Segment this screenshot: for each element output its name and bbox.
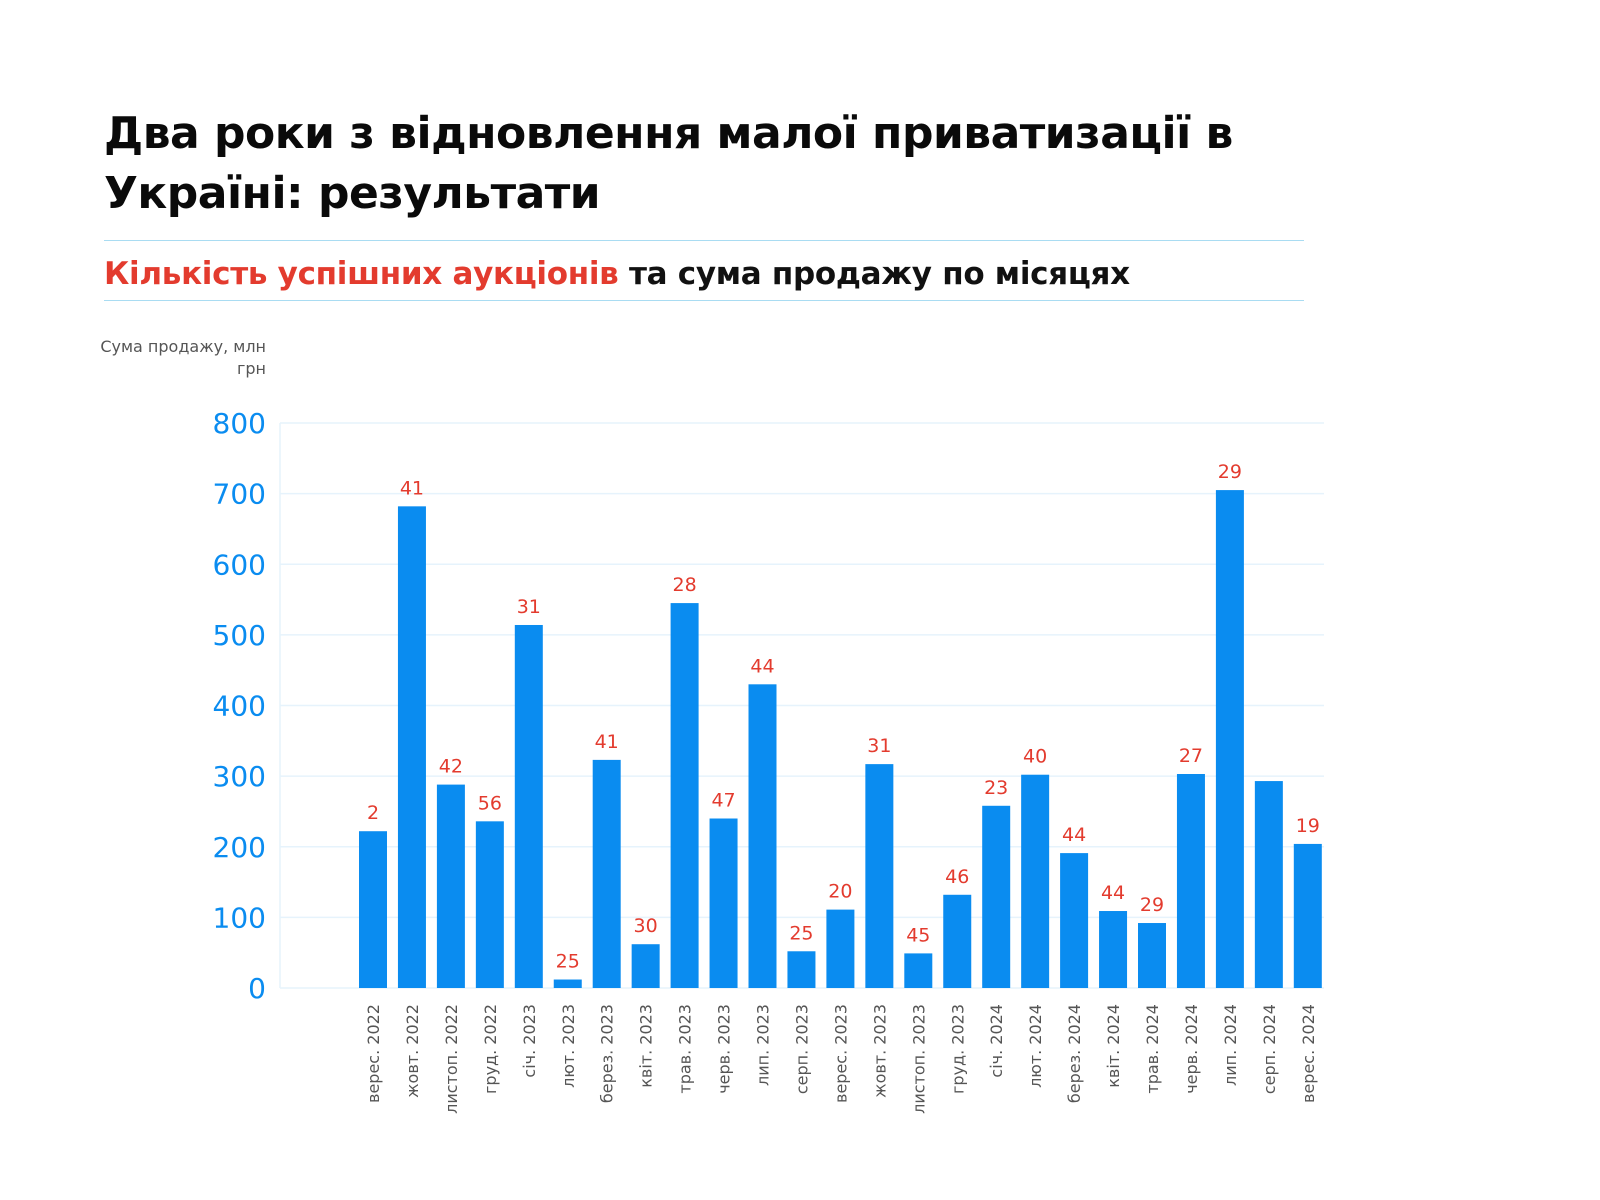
x-tick-label: серп. 2024 (1260, 1004, 1279, 1094)
auction-count-label: 46 (945, 866, 969, 888)
x-tick-label: серп. 2023 (792, 1004, 811, 1094)
x-tick-label: верес. 2023 (831, 1004, 850, 1103)
x-tick-label: верес. 2024 (1299, 1004, 1318, 1103)
x-tick-label: трав. 2023 (676, 1004, 695, 1094)
bar (436, 784, 465, 988)
bar (1021, 774, 1050, 988)
bottom-rule (104, 300, 1304, 301)
x-tick-label: лют. 2023 (559, 1004, 578, 1088)
auction-count-label: 30 (634, 915, 658, 937)
bar (943, 894, 972, 988)
bar (397, 506, 426, 988)
x-axis: верес. 2022 жовт. 2022 листоп. 2022 груд. 2… (364, 1004, 1318, 1114)
x-tick-label: лип. 2024 (1221, 1004, 1240, 1086)
chart-title: Два роки з відновлення малої приватизаці… (104, 108, 1233, 219)
bar (553, 979, 582, 988)
bar (1138, 923, 1166, 988)
auction-count-label: 40 (1023, 746, 1047, 768)
auction-count-label: 27 (1179, 745, 1203, 767)
x-tick-label: лют. 2024 (1026, 1004, 1045, 1088)
auction-count-label: 2 (367, 802, 379, 824)
bar (1254, 781, 1283, 988)
y-tick-label: 200 (213, 831, 266, 864)
bar (904, 953, 933, 988)
y-tick-label: 600 (213, 548, 266, 581)
chart-subtitle: Кількість успішних аукціонів та сума про… (104, 252, 1304, 296)
x-tick-label: жовт. 2023 (870, 1004, 889, 1098)
x-tick-label: січ. 2024 (987, 1004, 1006, 1078)
bar (865, 764, 894, 988)
auction-count-label: 44 (750, 655, 774, 677)
bar (514, 624, 543, 988)
bar (359, 831, 387, 988)
y-tick-label: 500 (213, 619, 266, 652)
auction-count-label: 29 (1218, 461, 1242, 483)
auction-count-label: 56 (478, 792, 502, 814)
x-tick-label: берез. 2023 (598, 1004, 617, 1103)
bar (1176, 774, 1205, 988)
bar (748, 684, 777, 988)
x-tick-label: квіт. 2024 (1104, 1004, 1123, 1088)
y-tick-label: 100 (213, 901, 266, 934)
bar (670, 603, 699, 988)
x-tick-label: верес. 2022 (364, 1004, 383, 1103)
auction-count-label: 41 (400, 477, 424, 499)
bar (826, 909, 855, 988)
x-tick-label: лип. 2023 (754, 1004, 773, 1086)
x-tick-label: груд. 2022 (481, 1004, 500, 1094)
y-axis-label: Сума продажу, млн грн (100, 337, 266, 378)
y-tick-label: 800 (213, 407, 266, 440)
auction-count-label: 23 (984, 777, 1008, 799)
x-tick-label: квіт. 2023 (637, 1004, 656, 1088)
x-tick-label: листоп. 2022 (442, 1004, 461, 1114)
top-rule (104, 240, 1304, 241)
auction-count-label: 19 (1296, 815, 1320, 837)
bar (709, 818, 738, 988)
auction-count-label: 29 (1140, 894, 1164, 916)
bar (631, 944, 660, 988)
auction-count-label: 28 (673, 574, 697, 596)
auction-count-label: 25 (789, 922, 813, 944)
y-tick-label: 300 (213, 760, 266, 793)
auction-count-label: 45 (906, 924, 930, 946)
x-tick-label: жовт. 2022 (403, 1004, 422, 1098)
auction-count-label: 44 (1062, 824, 1086, 846)
auction-count-label: 47 (711, 790, 735, 812)
y-tick-label: 0 (248, 972, 266, 1005)
y-axis: 0 100 200 300 400 500 600 700 800 (213, 407, 266, 1005)
subtitle-rest: та сума продажу по місяцях (618, 256, 1130, 292)
x-tick-label: черв. 2023 (715, 1004, 734, 1094)
x-tick-label: берез. 2024 (1065, 1004, 1084, 1103)
x-tick-label: листоп. 2023 (909, 1004, 928, 1114)
gridlines (279, 422, 1324, 989)
bar (592, 759, 621, 988)
bar (475, 821, 504, 988)
bar (1293, 843, 1322, 988)
x-tick-label: січ. 2023 (520, 1004, 539, 1078)
subtitle-highlight: Кількість успішних аукціонів (104, 256, 619, 292)
data-labels: 2 41 42 56 31 25 41 30 28 47 44 25 20 31 45 46 23 40 44 44 2… (367, 461, 1320, 972)
bar (1060, 853, 1089, 988)
bar (1099, 911, 1128, 988)
auction-count-label: 41 (595, 731, 619, 753)
auction-count-label: 20 (828, 881, 852, 903)
auction-count-label: 25 (556, 951, 580, 973)
y-tick-label: 400 (213, 690, 266, 723)
bar (787, 951, 816, 988)
x-tick-label: груд. 2023 (948, 1004, 967, 1094)
bars (359, 490, 1322, 988)
auction-count-label: 44 (1101, 882, 1125, 904)
bar (982, 805, 1011, 988)
y-tick-label: 700 (213, 478, 266, 511)
auction-count-label: 31 (867, 735, 891, 757)
auction-count-label: 42 (439, 756, 463, 778)
x-tick-label: черв. 2024 (1182, 1004, 1201, 1094)
x-tick-label: трав. 2024 (1143, 1004, 1162, 1094)
auction-count-label: 31 (517, 596, 541, 618)
bar (1215, 490, 1244, 988)
